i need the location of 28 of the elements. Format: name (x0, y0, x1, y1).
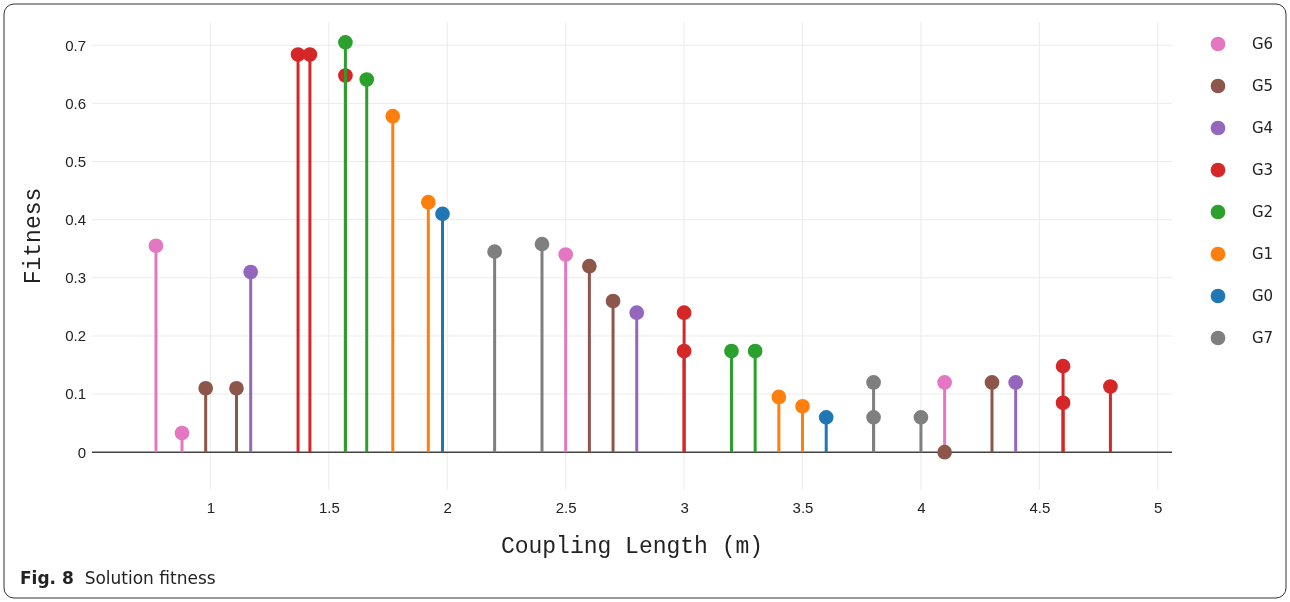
x-tick-label: 4 (917, 498, 926, 516)
x-tick-label: 5 (1154, 498, 1163, 516)
legend-label: G7 (1252, 329, 1274, 347)
x-tick-label: 1.5 (318, 498, 340, 516)
legend-label: G6 (1252, 35, 1274, 53)
legend-label: G0 (1252, 287, 1274, 305)
y-tick-label: 0.7 (65, 36, 86, 54)
legend-label: G2 (1252, 203, 1274, 221)
x-tick-label: 2.5 (555, 498, 577, 516)
y-tick-label: 0 (77, 443, 86, 461)
x-tick-label: 2 (443, 498, 452, 516)
x-tick-label: 1 (206, 498, 216, 516)
y-tick-label: 0.2 (65, 327, 86, 345)
caption: Fig. 8 Solution fitness (20, 568, 216, 588)
x-tick-label: 3 (680, 498, 689, 516)
legend-label: G4 (1252, 119, 1274, 137)
x-tick-label: 4.5 (1029, 498, 1051, 516)
y-axis-title: Fitness (21, 187, 47, 285)
y-tick-label: 0.1 (65, 385, 86, 403)
y-tick-label: 0.5 (65, 152, 86, 170)
legend-label: G5 (1252, 77, 1274, 95)
x-tick-label: 3.5 (792, 498, 814, 516)
y-tick-label: 0.4 (65, 210, 86, 228)
legend-label: G1 (1252, 245, 1274, 263)
y-tick-label: 0.6 (65, 94, 86, 112)
y-tick-label: 0.3 (65, 269, 86, 287)
x-axis-title: Coupling Length (m) (500, 534, 764, 560)
legend-label: G3 (1252, 161, 1274, 179)
